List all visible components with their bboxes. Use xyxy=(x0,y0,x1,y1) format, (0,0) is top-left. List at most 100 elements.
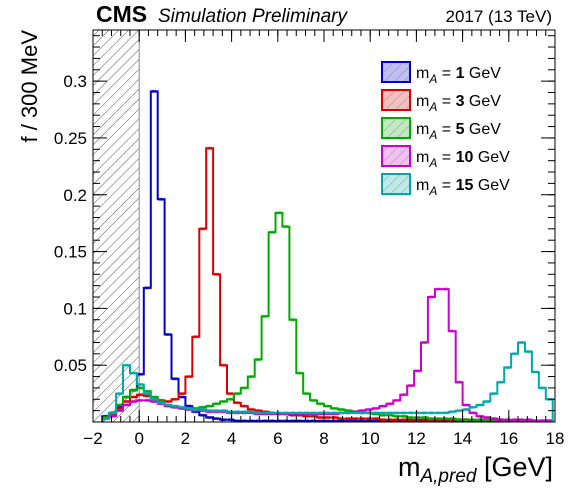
legend-entry-5: mA = 5 GeV xyxy=(381,117,501,142)
series-5-bin-23 xyxy=(262,314,268,318)
series-1-bin-25 xyxy=(276,419,282,423)
series-15-bin-53 xyxy=(470,405,476,409)
series-15-bin-54 xyxy=(477,403,483,407)
series-15-bin-15 xyxy=(207,409,213,413)
series-1-bin-28 xyxy=(297,419,303,423)
series-3-bin-39 xyxy=(373,417,379,421)
series-5-bin-22 xyxy=(255,358,261,361)
series-10-bin-53 xyxy=(470,411,476,415)
series-10-bin-61 xyxy=(526,418,531,422)
series-15-bin-25 xyxy=(276,411,282,415)
y-tick-label: 0.15 xyxy=(54,243,87,262)
series-10-bin-46 xyxy=(422,341,427,344)
series-5-bin-26 xyxy=(283,225,289,229)
series-3-bin-11 xyxy=(179,392,185,396)
y-tick-label: 0.1 xyxy=(63,299,87,318)
series-15-bin-16 xyxy=(214,409,219,413)
series-3-bin-13 xyxy=(193,335,199,339)
series-1-bin-15 xyxy=(207,416,213,419)
series-15-bin-12 xyxy=(186,406,192,410)
series-10-bin-47 xyxy=(428,295,434,299)
series-15-bin-34 xyxy=(338,411,344,415)
series-5-bin-46 xyxy=(422,416,427,419)
series-10-bin-1 xyxy=(110,414,116,418)
excluded-region-hatch xyxy=(93,30,140,422)
series-10-bin-52 xyxy=(463,403,469,407)
series-15-bin-1 xyxy=(110,411,116,415)
series-15-bin-31 xyxy=(318,411,323,415)
series-1-bin-32 xyxy=(325,419,330,423)
series-15-bin-44 xyxy=(408,411,414,415)
series-15-bin-35 xyxy=(345,411,351,415)
series-5-bin-40 xyxy=(380,413,386,417)
legend-swatch-border xyxy=(381,89,411,111)
series-1-bin-11 xyxy=(179,395,185,399)
series-15-outline xyxy=(101,341,554,422)
series-10-bin-56 xyxy=(491,417,497,421)
series-1-bin-26 xyxy=(283,419,289,423)
legend-label: mA = 1 GeV xyxy=(416,65,501,86)
legend-label: mA = 5 GeV xyxy=(416,121,501,142)
series-3-bin-46 xyxy=(422,418,427,422)
series-5-bin-42 xyxy=(394,414,400,418)
series-10-bin-3 xyxy=(124,403,129,407)
series-15-bin-22 xyxy=(255,411,261,415)
series-15-bin-48 xyxy=(435,411,441,415)
series-5-bin-7 xyxy=(151,395,157,399)
series-1 xyxy=(101,89,554,423)
series-5-bin-17 xyxy=(221,400,226,403)
series-10-bin-7 xyxy=(151,400,157,403)
series-1-bin-6 xyxy=(144,286,150,290)
series-10-bin-60 xyxy=(519,418,524,422)
series-3-bin-31 xyxy=(318,416,323,419)
series-1-bin-29 xyxy=(304,419,310,423)
series-15-bin-11 xyxy=(179,405,185,409)
series-15-bin-10 xyxy=(172,404,178,408)
series-5-bin-15 xyxy=(207,404,213,408)
series-15-bin-3 xyxy=(124,363,129,367)
series-5-bin-45 xyxy=(415,416,420,419)
series-15-bin-26 xyxy=(283,411,289,415)
series-5-bin-52 xyxy=(463,418,469,422)
series-15-bin-60 xyxy=(519,341,524,344)
series-1-bin-36 xyxy=(352,419,358,423)
series-3-bin-29 xyxy=(304,414,310,418)
legend-label: mA = 10 GeV xyxy=(416,149,510,170)
series-3-bin-14 xyxy=(200,227,206,231)
series-5-bin-3 xyxy=(124,395,129,399)
series-15-bin-57 xyxy=(498,380,504,384)
legend-swatch-hatch xyxy=(382,90,410,110)
series-3-bin-17 xyxy=(221,363,226,367)
series-3-bin-22 xyxy=(255,409,261,413)
x-tick-label: 18 xyxy=(546,429,565,448)
plot-frame xyxy=(92,29,556,423)
series-10-bin-6 xyxy=(144,398,150,402)
series-15-bin-49 xyxy=(442,411,448,415)
x-tick-label: 16 xyxy=(499,429,518,448)
series-5-bin-5 xyxy=(137,386,143,390)
series-10-bin-51 xyxy=(456,380,462,384)
series-1-bin-5 xyxy=(137,372,143,376)
series-5-bin-51 xyxy=(456,418,462,422)
series-3-bin-21 xyxy=(248,408,254,411)
series-15-bin-51 xyxy=(456,409,462,413)
series-5-bin-33 xyxy=(331,406,337,410)
series-10-bin-42 xyxy=(394,398,400,402)
series-1-bin-7 xyxy=(151,89,157,93)
series-15-bin-19 xyxy=(234,410,240,414)
series-15-bin-59 xyxy=(512,352,517,356)
series-15-bin-0 xyxy=(103,417,109,421)
x-tick-label: 2 xyxy=(181,429,190,448)
series-1-bin-18 xyxy=(228,418,233,422)
x-axis-title-var: m xyxy=(398,452,421,482)
legend: mA = 1 GeV mA = 3 GeV mA = 5 GeV mA = 10 Ge… xyxy=(381,61,510,198)
series-1-bin-23 xyxy=(262,419,268,423)
series-1-bin-17 xyxy=(221,418,226,422)
experiment-label: CMS xyxy=(96,1,147,27)
series-15-bin-50 xyxy=(449,410,455,414)
series-15-bin-13 xyxy=(193,408,199,411)
y-tick-label: 0.25 xyxy=(54,129,87,148)
series-15-bin-20 xyxy=(241,410,247,414)
series-3-bin-2 xyxy=(117,406,122,410)
series-15-bin-36 xyxy=(352,411,358,415)
